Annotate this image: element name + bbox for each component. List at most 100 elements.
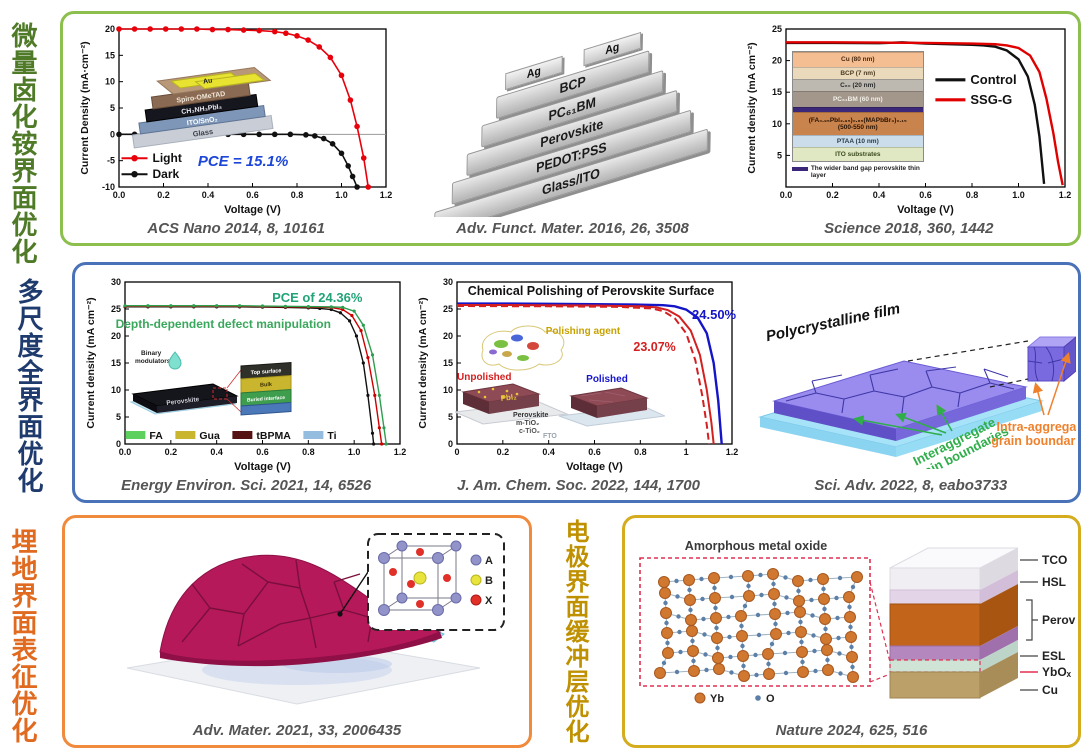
svg-text:SSG-G: SSG-G xyxy=(970,92,1012,107)
svg-text:15: 15 xyxy=(443,358,453,368)
wide-bandgap-note: The wider band gap perovskite thin layer xyxy=(791,165,926,180)
panel-science: 0.0 0.2 0.4 0.6 0.8 1.0 1.2 5 10 15 20 25 Voltage (V… xyxy=(742,19,1076,243)
svg-text:0: 0 xyxy=(110,129,115,139)
svg-text:Control: Control xyxy=(970,72,1016,87)
device-layer: PTAA (10 nm) xyxy=(792,135,923,147)
citation: Energy Environ. Sci. 2021, 14, 6526 xyxy=(121,477,372,494)
panel-sciadv: Polycrystalline film xyxy=(746,270,1084,500)
row3-left-box: A B X Adv. Mater. 2021, 33, 2006435 xyxy=(62,515,532,748)
svg-text:25: 25 xyxy=(111,304,121,314)
svg-text:Voltage (V): Voltage (V) xyxy=(234,461,291,473)
svg-text:PCE of 24.36%: PCE of 24.36% xyxy=(272,290,363,305)
citation: Sci. Adv. 2022, 8, eabo3733 xyxy=(814,477,1008,494)
citation: Adv. Mater. 2021, 33, 2006435 xyxy=(192,722,402,739)
svg-text:0.8: 0.8 xyxy=(302,447,315,457)
svg-text:Voltage (V): Voltage (V) xyxy=(567,461,624,473)
panel-acs-nano: 0.0 0.2 0.4 0.6 0.8 1.0 1.2 -10 -5 0 5 10 15 20 Voltag… xyxy=(69,19,403,243)
device-layer: Cu (80 nm) xyxy=(792,52,923,67)
amorphous-inset-box xyxy=(638,557,871,687)
row1-title-vertical: 微量卤化铵界面优化 xyxy=(8,22,38,265)
droplet-icon xyxy=(168,351,182,370)
svg-text:5: 5 xyxy=(116,412,121,422)
jv-chart-light-dark: 0.0 0.2 0.4 0.6 0.8 1.0 1.2 -10 -5 0 5 10 15 20 Voltag… xyxy=(77,21,396,217)
intra-aggregate-label: Intra-aggregate grain boundaries xyxy=(991,420,1084,448)
svg-text:20: 20 xyxy=(772,56,782,66)
panel-ees: 0.0 0.2 0.4 0.6 0.8 1.0 1.2 0 5 10 15 20 25 30 Voltage… xyxy=(81,270,411,500)
cube-mid-label: Bulk xyxy=(260,382,273,389)
svg-text:Ti: Ti xyxy=(328,430,337,442)
svg-text:Yb: Yb xyxy=(710,693,724,705)
svg-text:10: 10 xyxy=(105,77,115,87)
svg-text:0.2: 0.2 xyxy=(165,447,178,457)
svg-text:0.2: 0.2 xyxy=(826,190,839,200)
svg-text:Light: Light xyxy=(153,151,182,165)
polishing-agent-label: Polishing agent xyxy=(546,326,621,337)
citation: Nature 2024, 625, 516 xyxy=(775,722,928,739)
device-stack-3d xyxy=(888,547,1018,699)
svg-text:10: 10 xyxy=(772,119,782,129)
svg-text:1: 1 xyxy=(684,447,689,457)
polishing-inset: Polishing agent Unpolished Polished PbI₂ xyxy=(453,320,668,445)
svg-text:Dark: Dark xyxy=(153,167,180,181)
svg-text:tBPMA: tBPMA xyxy=(257,430,292,442)
cube-bottom-label: Buried interface xyxy=(247,395,285,404)
svg-text:1.2: 1.2 xyxy=(1059,190,1072,200)
svg-text:23.07%: 23.07% xyxy=(634,340,676,354)
device-stack-3d: Ag Ag BCP PC₆₁BM Perovskite PEDOT:PSS Gl… xyxy=(407,21,737,217)
row3-right-title-vertical: 电极界面缓冲层优化 xyxy=(561,519,588,744)
device-layer: C₆₀ (20 nm) xyxy=(792,79,923,91)
yb-o-legend: Yb O xyxy=(694,692,775,705)
svg-text:0.4: 0.4 xyxy=(873,190,886,200)
citation: Science 2018, 360, 1442 xyxy=(824,220,994,237)
svg-text:20: 20 xyxy=(111,331,121,341)
svg-text:24.50%: 24.50% xyxy=(693,307,738,322)
svg-text:X: X xyxy=(485,595,493,607)
svg-text:Current density (mA cm⁻²): Current density (mA cm⁻²) xyxy=(746,42,758,173)
svg-text:0: 0 xyxy=(448,439,453,449)
label-esl: ESL xyxy=(1042,649,1065,663)
polished-label: Polished xyxy=(587,374,629,385)
svg-text:A: A xyxy=(485,555,493,567)
svg-text:1.2: 1.2 xyxy=(394,447,407,457)
science-device-inset: Cu (80 nm) BCP (7 nm) C₆₀ (20 nm) PC₆₁BM… xyxy=(791,51,924,180)
svg-text:0.2: 0.2 xyxy=(497,447,510,457)
svg-text:5: 5 xyxy=(448,412,453,422)
svg-text:0.6: 0.6 xyxy=(246,190,259,200)
svg-text:30: 30 xyxy=(443,277,453,287)
label-cu: Cu xyxy=(1042,683,1058,697)
purple-swatch xyxy=(791,167,808,171)
svg-text:0.4: 0.4 xyxy=(211,447,224,457)
device-layer: (FA₀.₉₅PbI₂.₉₅)₀.₈₅(MAPbBr₃)₀.₁₅ (500-55… xyxy=(792,112,923,135)
cube-top-label: Top surface xyxy=(251,368,282,376)
panel-jacs: 0 0.2 0.4 0.6 0.8 1 1.2 0 5 10 15 20 25 30 Voltage (V)… xyxy=(413,270,743,500)
svg-text:Current density (mA cm⁻²): Current density (mA cm⁻²) xyxy=(417,297,429,428)
svg-text:0: 0 xyxy=(455,447,460,457)
panel-afm-stack: Ag Ag BCP PC₆₁BM Perovskite PEDOT:PSS Gl… xyxy=(405,19,739,243)
svg-text:1.2: 1.2 xyxy=(380,190,393,200)
stack-label-perovskite: Perovskite xyxy=(513,412,549,419)
stack-labels: TCO HSL Perovskite ESL YbOₓ Cu xyxy=(1042,553,1084,697)
device-layer xyxy=(792,107,923,112)
svg-text:Chemical Polishing of Perovski: Chemical Polishing of Perovskite Surface xyxy=(468,284,715,298)
svg-text:0.6: 0.6 xyxy=(256,447,269,457)
svg-text:0.0: 0.0 xyxy=(119,447,132,457)
svg-text:0.0: 0.0 xyxy=(113,190,126,200)
svg-text:10: 10 xyxy=(443,385,453,395)
label-tco: TCO xyxy=(1042,553,1067,567)
svg-text:5: 5 xyxy=(110,103,115,113)
stack-label-fto: FTO xyxy=(543,433,557,440)
svg-text:Voltage (V): Voltage (V) xyxy=(897,204,954,216)
layer-ito: ITO/SnO₂ xyxy=(187,116,219,127)
svg-text:0.2: 0.2 xyxy=(157,190,170,200)
polycrystalline-figure: Polycrystalline film xyxy=(746,297,1084,485)
stack-label-mtio2: m-TiO₂ xyxy=(516,420,539,427)
svg-text:1.0: 1.0 xyxy=(348,447,361,457)
label-ybox: YbOₓ xyxy=(1042,665,1072,679)
svg-text:0: 0 xyxy=(116,439,121,449)
svg-text:Gua: Gua xyxy=(200,430,221,442)
stack-label-ctio2: c-TiO₂ xyxy=(519,428,540,435)
svg-text:-10: -10 xyxy=(102,182,115,192)
svg-text:25: 25 xyxy=(443,304,453,314)
svg-text:0.4: 0.4 xyxy=(543,447,556,457)
svg-text:25: 25 xyxy=(772,24,782,34)
